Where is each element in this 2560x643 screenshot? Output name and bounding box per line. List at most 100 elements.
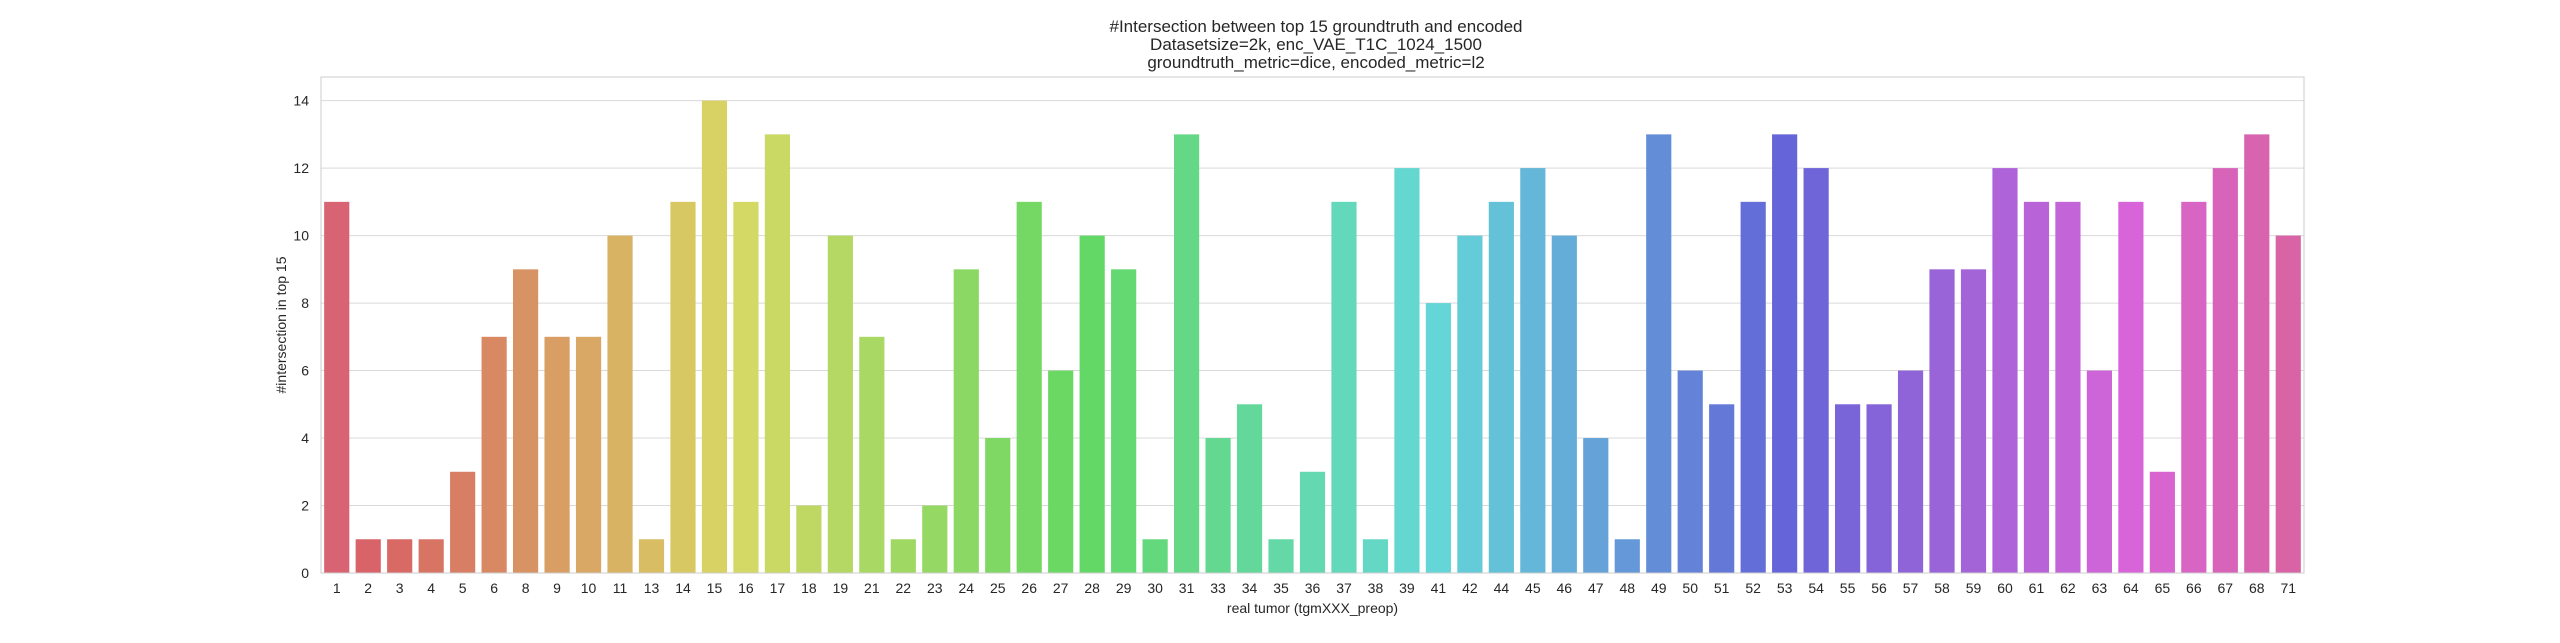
x-tick-label: 19 (833, 580, 849, 596)
bar-21 (859, 336, 885, 573)
x-tick-label: 45 (1525, 580, 1541, 596)
bar-64 (2118, 201, 2144, 573)
bar-45 (1520, 168, 1546, 573)
chart-title-line-3: groundtruth_metric=dice, encoded_metric=… (1147, 53, 1485, 72)
x-tick-label: 31 (1179, 580, 1195, 596)
x-tick-label: 30 (1147, 580, 1163, 596)
x-tick-label: 23 (927, 580, 943, 596)
bar-60 (1992, 168, 2018, 573)
bar-10 (575, 336, 602, 573)
bar-11 (607, 235, 633, 573)
x-tick-label: 67 (2218, 580, 2234, 596)
y-axis-label: #intersection in top 15 (273, 256, 289, 393)
x-tick-label: 44 (1494, 580, 1510, 596)
y-ticks: 0 2 4 6 8 10 12 14 (293, 93, 309, 581)
x-tick-label: 62 (2060, 580, 2076, 596)
bar-48 (1614, 539, 1640, 573)
bar-2 (355, 539, 381, 573)
x-tick-label: 55 (1840, 580, 1856, 596)
bar-41 (1425, 303, 1451, 573)
x-tick-label: 28 (1084, 580, 1100, 596)
x-tick-label: 27 (1053, 580, 1069, 596)
x-tick-label: 46 (1557, 580, 1573, 596)
plot-frame (320, 76, 2305, 574)
bar-59 (1960, 269, 1987, 573)
y-tick-label: 4 (301, 430, 309, 446)
bar-3 (387, 539, 413, 573)
bar-37 (1331, 201, 1357, 573)
x-tick-label: 64 (2123, 580, 2139, 596)
bar-42 (1457, 235, 1483, 573)
x-tick-label: 68 (2249, 580, 2265, 596)
bar-27 (1048, 370, 1074, 573)
x-tick-label: 6 (490, 580, 498, 596)
bar-1 (324, 201, 350, 573)
bars (324, 100, 2301, 574)
x-tick-label: 71 (2280, 580, 2296, 596)
bar-55 (1835, 404, 1861, 573)
chart-title-line-1: #Intersection between top 15 groundtruth… (1109, 17, 1523, 36)
x-tick-label: 26 (1021, 580, 1037, 596)
bar-5 (450, 471, 476, 573)
bar-63 (2086, 370, 2112, 573)
bar-47 (1583, 438, 1609, 573)
bar-46 (1551, 235, 1577, 573)
bar-39 (1394, 168, 1420, 573)
bar-49 (1646, 134, 1672, 574)
bar-53 (1772, 134, 1798, 574)
bar-28 (1079, 235, 1105, 573)
bar-29 (1111, 269, 1137, 573)
x-tick-label: 5 (459, 580, 467, 596)
bar-26 (1016, 201, 1042, 573)
bar-14 (670, 201, 696, 573)
x-tick-label: 13 (644, 580, 660, 596)
bar-50 (1677, 370, 1703, 573)
x-tick-label: 57 (1903, 580, 1919, 596)
bar-62 (2055, 201, 2081, 573)
bar-38 (1362, 539, 1389, 573)
chart-title: #Intersection between top 15 groundtruth… (0, 18, 2560, 72)
bar-8 (513, 269, 539, 573)
bar-34 (1236, 404, 1263, 573)
x-tick-label: 65 (2155, 580, 2171, 596)
bar-6 (481, 336, 507, 573)
y-tick-label: 0 (301, 565, 309, 581)
x-tick-label: 36 (1305, 580, 1321, 596)
x-tick-label: 58 (1934, 580, 1950, 596)
x-tick-label: 38 (1368, 580, 1384, 596)
bar-44 (1488, 201, 1514, 573)
x-axis-label: real tumor (tgmXXX_preop) (1227, 600, 1398, 616)
x-tick-label: 25 (990, 580, 1006, 596)
x-tick-label: 34 (1242, 580, 1258, 596)
x-tick-label: 53 (1777, 580, 1793, 596)
bar-57 (1897, 370, 1924, 573)
bar-52 (1740, 201, 1766, 573)
bar-9 (544, 336, 570, 573)
y-tick-label: 8 (301, 295, 309, 311)
x-tick-label: 41 (1431, 580, 1447, 596)
x-tick-label: 61 (2029, 580, 2045, 596)
x-tick-label: 52 (1745, 580, 1761, 596)
bar-17 (764, 134, 790, 574)
x-tick-label: 35 (1273, 580, 1289, 596)
bar-23 (922, 505, 948, 573)
y-tick-label: 2 (301, 498, 309, 514)
bar-24 (953, 269, 979, 573)
bar-13 (638, 539, 665, 573)
bar-65 (2149, 471, 2175, 573)
x-tick-label: 10 (581, 580, 597, 596)
bar-56 (1866, 404, 1892, 573)
x-tick-label: 16 (738, 580, 754, 596)
bar-16 (733, 201, 759, 573)
x-tick-label: 21 (864, 580, 880, 596)
x-tick-label: 50 (1682, 580, 1698, 596)
x-tick-label: 66 (2186, 580, 2202, 596)
bar-15 (701, 100, 728, 574)
x-tick-label: 24 (958, 580, 974, 596)
x-tick-label: 63 (2092, 580, 2108, 596)
y-tick-label: 10 (293, 228, 309, 244)
bar-4 (418, 539, 444, 573)
x-tick-label: 18 (801, 580, 817, 596)
x-tick-label: 42 (1462, 580, 1478, 596)
x-ticks: 1 2 3 4 5 6 8 9 10 11 13 14 15 16 17 18 19 21 22 23 24 25 26 27… (333, 580, 2296, 596)
